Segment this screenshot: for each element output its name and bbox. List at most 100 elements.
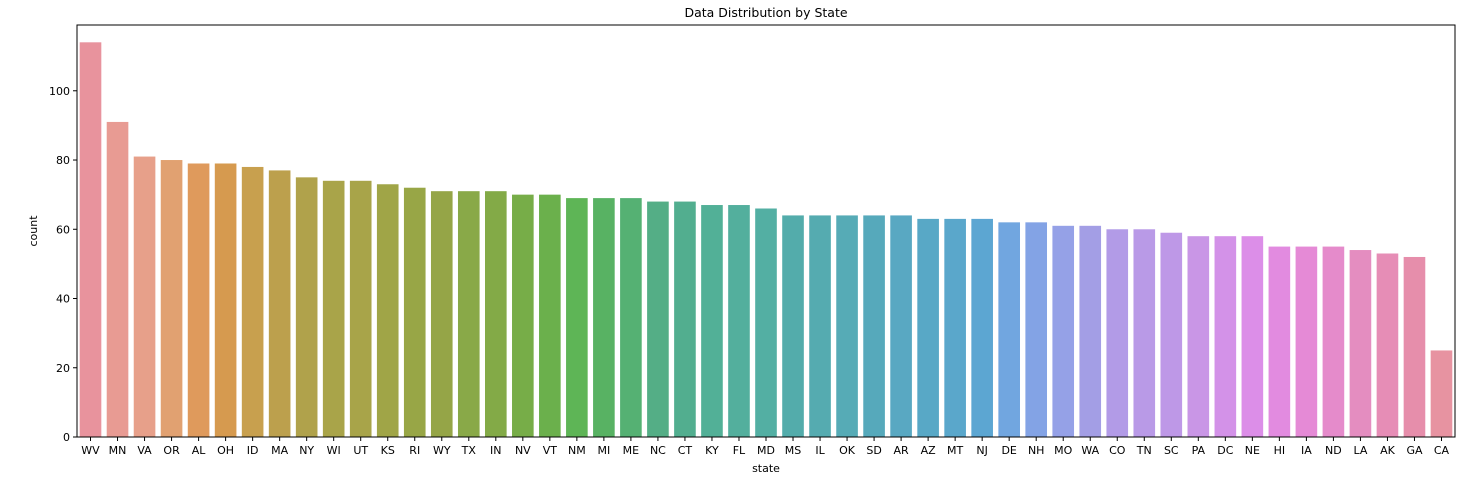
bar-hi bbox=[1268, 246, 1291, 437]
bar-ms bbox=[782, 215, 804, 437]
y-axis-ticks: 0 20 40 60 80 100 bbox=[49, 85, 77, 444]
bar-ky bbox=[701, 205, 723, 437]
bar-tx bbox=[457, 191, 480, 437]
x-tick-label: WY bbox=[433, 444, 451, 457]
bar-ks bbox=[376, 184, 399, 437]
bar-in bbox=[485, 191, 507, 437]
x-tick-label: OR bbox=[163, 444, 180, 457]
x-tick-label: DE bbox=[1001, 444, 1016, 457]
y-tick-label: 80 bbox=[56, 154, 70, 167]
x-tick-label: GA bbox=[1406, 444, 1423, 457]
x-axis-title: state bbox=[752, 462, 780, 475]
bar-nc bbox=[647, 201, 669, 437]
bar-or bbox=[160, 160, 183, 437]
x-tick-label: VA bbox=[137, 444, 152, 457]
x-tick-label: MO bbox=[1054, 444, 1072, 457]
x-tick-label: IN bbox=[490, 444, 501, 457]
x-tick-label: TN bbox=[1136, 444, 1152, 457]
bar-sd bbox=[863, 215, 885, 437]
bar-az bbox=[917, 218, 939, 437]
bar-ok bbox=[836, 215, 858, 437]
bar-ar bbox=[890, 215, 912, 437]
x-axis-ticks: WV MN VA OR AL OH ID MA NY WI UT KS RI WY TX IN NV VT NM MI… bbox=[81, 437, 1450, 457]
x-tick-label: NH bbox=[1028, 444, 1045, 457]
x-tick-label: NM bbox=[568, 444, 586, 457]
x-tick-label: NJ bbox=[976, 444, 987, 457]
x-tick-label: AR bbox=[894, 444, 910, 457]
x-tick-label: ME bbox=[623, 444, 639, 457]
bar-wy bbox=[430, 191, 453, 437]
x-tick-label: AK bbox=[1380, 444, 1396, 457]
bar-ak bbox=[1376, 253, 1399, 437]
plot-area-frame bbox=[76, 24, 1456, 438]
bar-ne bbox=[1241, 236, 1264, 437]
bar-nm bbox=[566, 198, 588, 437]
bar-tn bbox=[1133, 229, 1156, 437]
bar-mo bbox=[1052, 225, 1075, 437]
bar-sc bbox=[1160, 232, 1183, 437]
x-tick-label: NV bbox=[515, 444, 531, 457]
bar-wi bbox=[322, 180, 345, 438]
bar-al bbox=[187, 163, 210, 438]
bar-id bbox=[241, 166, 264, 437]
y-tick-label: 60 bbox=[56, 223, 70, 236]
x-tick-label: MD bbox=[757, 444, 775, 457]
bar-pa bbox=[1187, 236, 1210, 437]
bar-la bbox=[1349, 250, 1372, 437]
bar-oh bbox=[214, 163, 237, 438]
bar-vt bbox=[539, 194, 561, 437]
bar-nh bbox=[1025, 222, 1048, 437]
bar-wv bbox=[79, 42, 102, 438]
x-tick-label: AZ bbox=[921, 444, 937, 457]
x-tick-label: PA bbox=[1192, 444, 1206, 457]
x-tick-label: CA bbox=[1434, 444, 1450, 457]
x-tick-label: AL bbox=[192, 444, 207, 457]
y-tick-label: 20 bbox=[56, 362, 70, 375]
x-tick-label: HI bbox=[1274, 444, 1286, 457]
chart-title: Data Distribution by State bbox=[684, 5, 847, 20]
bar-ri bbox=[403, 187, 426, 437]
x-tick-label: NC bbox=[650, 444, 666, 457]
y-tick-label: 100 bbox=[49, 85, 70, 98]
x-tick-label: OH bbox=[217, 444, 234, 457]
bar-mi bbox=[593, 198, 615, 437]
bar-me bbox=[620, 198, 642, 437]
bar-dc bbox=[1214, 236, 1237, 437]
bar-co bbox=[1106, 229, 1129, 437]
bar-ny bbox=[295, 177, 318, 437]
bar-ma bbox=[268, 170, 291, 437]
bar-mn bbox=[106, 121, 129, 437]
y-tick-label: 40 bbox=[56, 293, 70, 306]
x-tick-label: MN bbox=[109, 444, 127, 457]
bar-mt bbox=[944, 218, 966, 437]
x-tick-label: VT bbox=[543, 444, 558, 457]
bar-nd bbox=[1322, 246, 1345, 437]
bar-ia bbox=[1295, 246, 1318, 437]
x-tick-label: NY bbox=[299, 444, 314, 457]
x-tick-label: SD bbox=[866, 444, 881, 457]
bar-de bbox=[998, 222, 1020, 437]
x-tick-label: CO bbox=[1109, 444, 1126, 457]
x-tick-label: RI bbox=[409, 444, 420, 457]
bar-ut bbox=[349, 180, 372, 438]
bar-fl bbox=[728, 205, 750, 437]
y-axis-title: count bbox=[27, 215, 40, 247]
x-tick-label: WV bbox=[81, 444, 100, 457]
x-tick-label: MS bbox=[785, 444, 801, 457]
bar-ct bbox=[674, 201, 696, 437]
bar-ga bbox=[1403, 256, 1426, 437]
x-tick-label: IA bbox=[1301, 444, 1312, 457]
bar-nj bbox=[971, 218, 993, 437]
x-tick-label: IL bbox=[815, 444, 825, 457]
x-tick-label: FL bbox=[733, 444, 746, 457]
x-tick-label: SC bbox=[1164, 444, 1179, 457]
x-tick-label: ND bbox=[1325, 444, 1342, 457]
x-tick-label: UT bbox=[353, 444, 368, 457]
x-tick-label: ID bbox=[247, 444, 259, 457]
x-tick-label: WI bbox=[327, 444, 341, 457]
bar-va bbox=[133, 156, 156, 437]
bar-wa bbox=[1079, 225, 1102, 437]
y-tick-label: 0 bbox=[63, 431, 70, 444]
